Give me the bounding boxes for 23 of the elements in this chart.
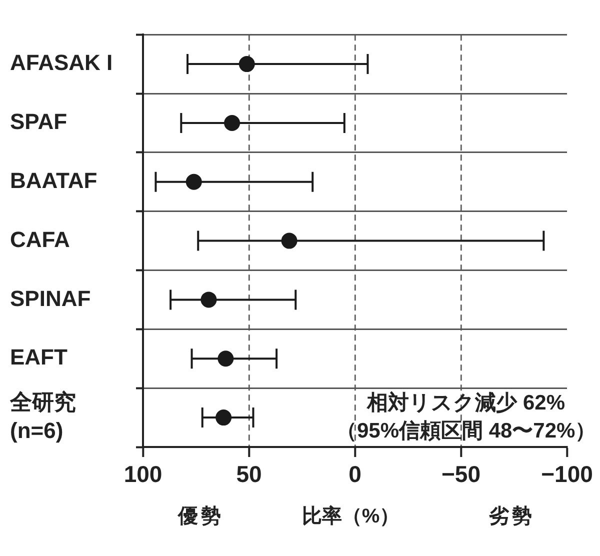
text: 優勢 [177, 506, 224, 528]
y-tick-label: EAFT [10, 344, 68, 370]
x-tick-label: 0 [348, 461, 362, 488]
y-tick-label: SPAF [10, 109, 68, 134]
x-tick-label: −50 [441, 461, 481, 488]
y-tick-label: CAFA [10, 226, 70, 252]
point [218, 350, 234, 367]
point [186, 174, 202, 190]
y-tick-label: SPINAF [10, 286, 91, 311]
point [200, 292, 217, 308]
y-tick-label: AFASAK I [10, 50, 113, 76]
text: 劣勢 [488, 506, 535, 528]
annotation: 相対リスク減少 62% （95%信頼区間 48〜72%） [336, 390, 596, 443]
point [216, 410, 232, 426]
x-tick-label: −100 [541, 461, 593, 488]
x-tick-label: 50 [236, 461, 262, 488]
point [224, 114, 240, 131]
x-tick-label: 100 [124, 461, 162, 488]
point [281, 232, 298, 249]
y-tick-label: BAATAF [10, 168, 98, 193]
y-tick-label: 全研究 (n=6) [9, 389, 76, 443]
point [238, 56, 255, 72]
x-axis-title: 比率（%） [302, 504, 400, 528]
